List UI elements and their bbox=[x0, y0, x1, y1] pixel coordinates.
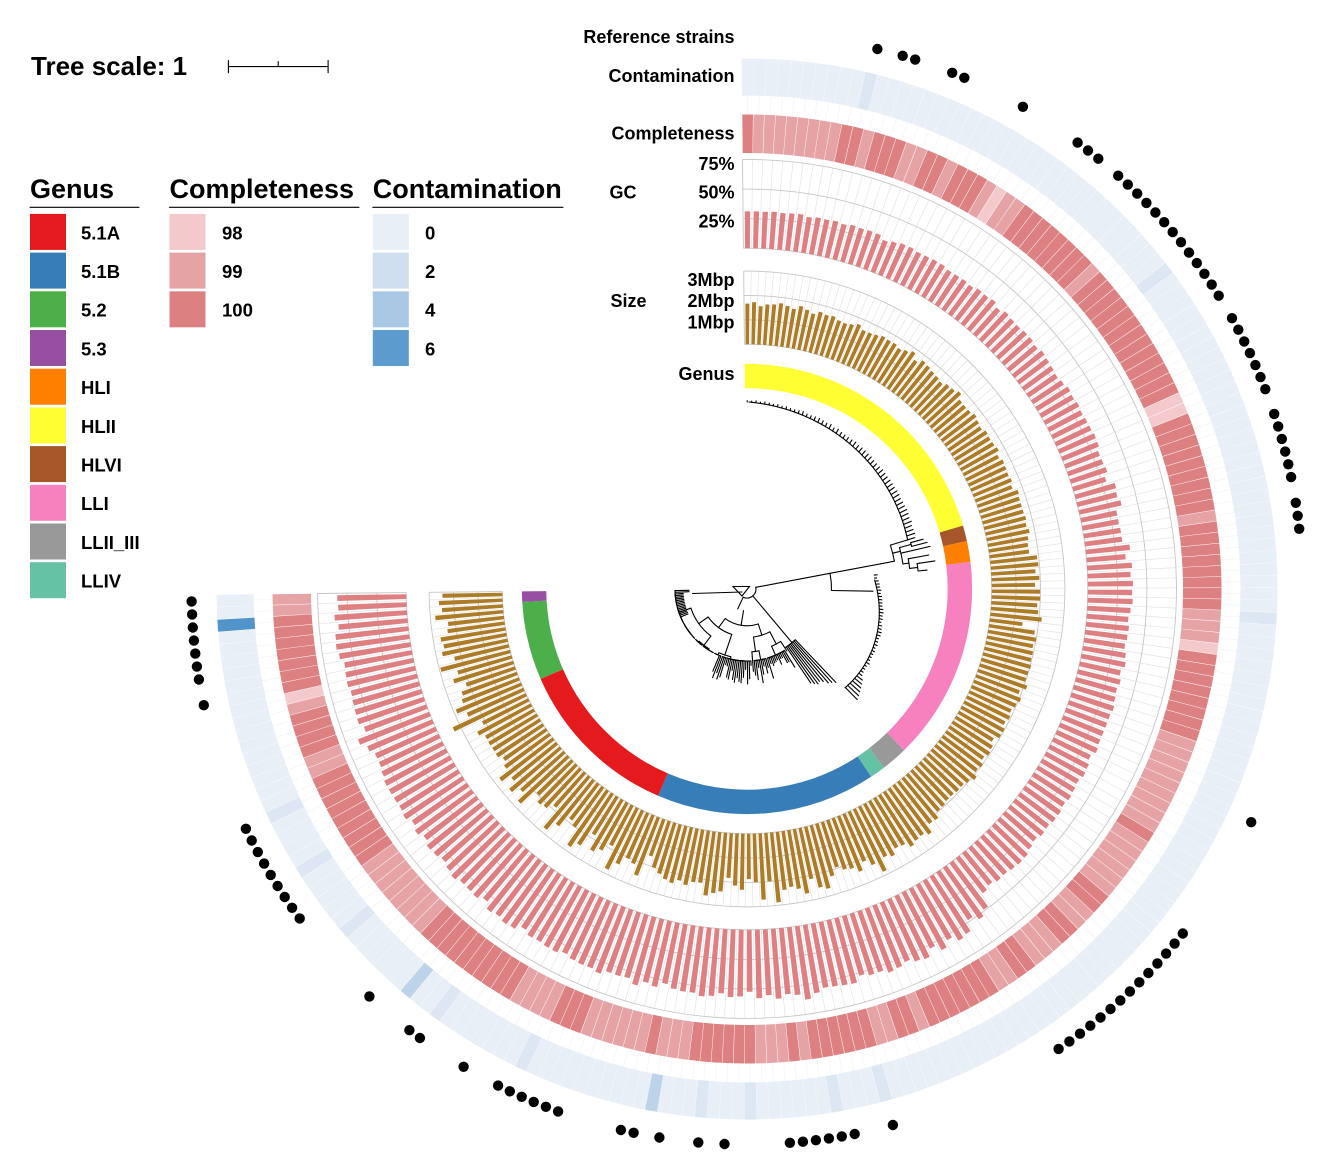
svg-text:5.3: 5.3 bbox=[81, 338, 107, 359]
svg-text:6: 6 bbox=[425, 338, 435, 359]
svg-text:Completeness: Completeness bbox=[170, 174, 355, 204]
svg-text:2: 2 bbox=[425, 261, 435, 282]
svg-text:Size: Size bbox=[610, 291, 646, 311]
svg-text:HLI: HLI bbox=[81, 377, 111, 398]
svg-text:1Mbp: 1Mbp bbox=[688, 313, 735, 333]
svg-text:LLII_III: LLII_III bbox=[81, 532, 140, 553]
svg-text:5.1A: 5.1A bbox=[81, 222, 120, 243]
svg-text:HLVI: HLVI bbox=[81, 455, 122, 476]
svg-text:75%: 75% bbox=[698, 154, 734, 174]
svg-text:5.1B: 5.1B bbox=[81, 261, 120, 282]
svg-text:98: 98 bbox=[222, 222, 243, 243]
svg-text:50%: 50% bbox=[698, 183, 734, 203]
svg-text:HLII: HLII bbox=[81, 416, 116, 437]
svg-text:25%: 25% bbox=[698, 212, 734, 232]
svg-text:Genus: Genus bbox=[678, 364, 734, 384]
svg-text:Completeness: Completeness bbox=[611, 124, 734, 144]
svg-text:GC: GC bbox=[610, 183, 637, 203]
svg-text:4: 4 bbox=[425, 300, 436, 321]
svg-text:0: 0 bbox=[425, 222, 435, 243]
svg-text:LLIV: LLIV bbox=[81, 571, 122, 592]
svg-text:5.2: 5.2 bbox=[81, 300, 107, 321]
svg-text:Genus: Genus bbox=[30, 174, 114, 204]
svg-text:Tree scale: 1: Tree scale: 1 bbox=[31, 51, 187, 81]
svg-text:Reference strains: Reference strains bbox=[583, 27, 734, 47]
svg-text:2Mbp: 2Mbp bbox=[688, 291, 735, 311]
svg-text:LLI: LLI bbox=[81, 493, 109, 514]
svg-text:Contamination: Contamination bbox=[609, 66, 735, 86]
svg-text:3Mbp: 3Mbp bbox=[688, 270, 735, 290]
svg-text:Contamination: Contamination bbox=[373, 174, 562, 204]
svg-text:99: 99 bbox=[222, 261, 243, 282]
svg-text:100: 100 bbox=[222, 300, 253, 321]
